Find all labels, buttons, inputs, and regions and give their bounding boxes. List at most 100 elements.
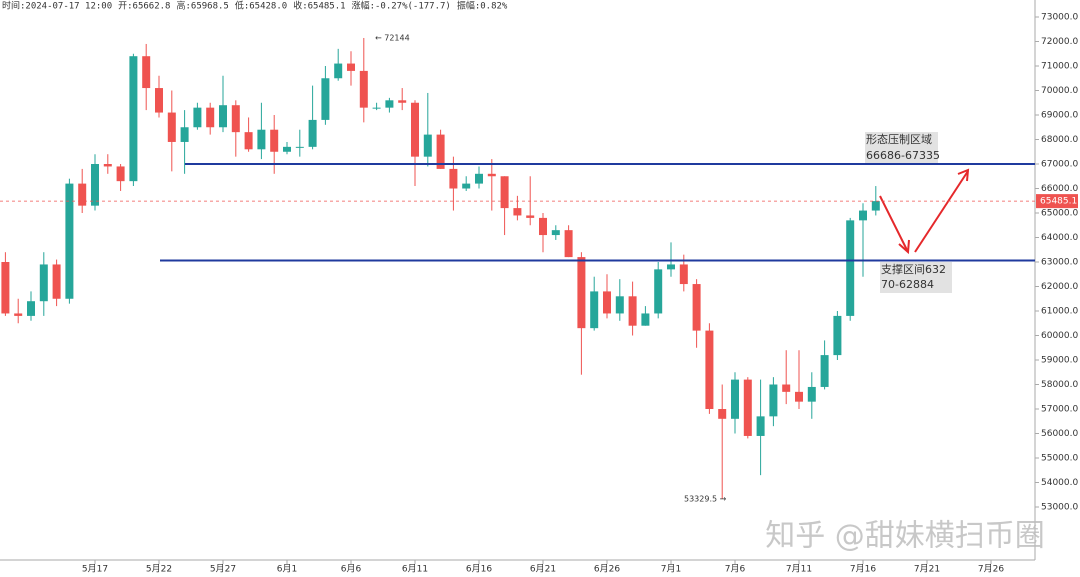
candle-body: [78, 183, 87, 206]
x-tick-label: 7月6: [725, 564, 746, 575]
y-tick-label: 70000.0: [1041, 86, 1078, 96]
candle-body: [270, 129, 279, 152]
y-tick-label: 67000.0: [1041, 160, 1078, 170]
candle-body: [743, 379, 752, 436]
candle-body: [718, 409, 727, 419]
candle-body: [14, 313, 23, 316]
candle-body: [257, 129, 266, 150]
candle-body: [756, 416, 765, 436]
min-label: 53329.5 →: [684, 495, 727, 504]
info-item: 时间:2024-07-17 12:00: [2, 0, 112, 12]
x-tick-label: 6月1: [277, 564, 297, 575]
candle-body: [385, 100, 394, 108]
candle-body: [820, 355, 829, 387]
annotation: 70-62884: [881, 278, 934, 291]
candle-body: [398, 100, 407, 103]
candle-body: [372, 107, 381, 109]
candle-body: [39, 264, 48, 302]
candle-body: [500, 176, 509, 209]
candle-body: [769, 384, 778, 417]
candle-body: [321, 78, 330, 120]
candle-body: [27, 301, 35, 316]
candle-body: [334, 63, 343, 79]
annotation: 形态压制区域: [866, 133, 932, 146]
candle-body: [308, 119, 317, 147]
y-tick-label: 57000.0: [1041, 405, 1078, 415]
y-tick-label: 65000.0: [1041, 209, 1078, 219]
candle-body: [231, 105, 240, 133]
last-price-box: [1036, 194, 1078, 209]
candle-body: [219, 105, 227, 128]
y-tick-label: 59000.0: [1041, 356, 1078, 366]
last-price-label: 65485.1: [1040, 197, 1077, 207]
candle-body: [103, 164, 112, 167]
candle-body: [551, 230, 560, 236]
x-tick-label: 7月26: [978, 564, 1004, 575]
y-tick-label: 60000.0: [1041, 331, 1078, 341]
candle-body: [833, 315, 842, 356]
candle-body: [1, 262, 10, 314]
candle-body: [615, 296, 624, 314]
x-tick-label: 7月11: [786, 564, 812, 575]
y-tick-label: 72000.0: [1041, 37, 1078, 47]
candle-body: [142, 56, 151, 89]
candle-body: [180, 127, 189, 142]
plot: [1, 37, 880, 499]
info-item: 低:65428.0: [235, 0, 287, 12]
candle-body: [628, 296, 637, 326]
x-tick-label: 7月21: [914, 564, 940, 575]
arrowhead: [957, 168, 970, 182]
info-item: 开:65662.8: [118, 1, 170, 12]
candle-body: [859, 210, 867, 221]
info-item: 涨幅:-0.27%(-177.7): [352, 0, 451, 12]
y-tick-label: 73000.0: [1041, 13, 1078, 23]
x-tick-label: 6月26: [594, 564, 620, 575]
candle-body: [129, 56, 138, 182]
y-tick-label: 54000.0: [1041, 478, 1078, 488]
y-tick-label: 69000.0: [1041, 111, 1078, 121]
x-tick-label: 5月17: [82, 564, 108, 575]
candle-body: [449, 168, 458, 189]
x-tick-label: 6月16: [466, 564, 492, 575]
y-tick-label: 63000.0: [1041, 258, 1078, 268]
candle-body: [679, 264, 688, 285]
candle-body: [782, 384, 791, 392]
candle-body: [462, 183, 471, 189]
arrowhead: [898, 239, 910, 255]
candle-body: [513, 208, 522, 216]
candle-body: [564, 230, 573, 258]
x-tick-label: 7月1: [661, 564, 681, 575]
candle-body: [423, 134, 432, 157]
max-label: ← 72144: [375, 34, 410, 43]
candle-body: [411, 102, 419, 157]
arrow: [914, 170, 969, 253]
candle-body: [295, 146, 304, 148]
candle-body: [283, 146, 291, 152]
x-tick-label: 6月6: [341, 564, 362, 575]
candle-body: [846, 220, 855, 316]
candle-body: [539, 217, 547, 236]
candle-body: [167, 112, 176, 142]
x-tick-label: 6月21: [530, 564, 556, 575]
arrow: [879, 195, 908, 251]
candle-body: [526, 215, 535, 218]
candle-body: [359, 70, 368, 108]
candle-body: [641, 313, 650, 326]
candle-body: [91, 164, 99, 206]
candle-body: [436, 134, 445, 169]
candle-body: [590, 291, 599, 329]
x-tick-label: 5月27: [210, 564, 236, 575]
y-tick-label: 68000.0: [1041, 135, 1078, 145]
annotation-box: [865, 132, 938, 163]
candle-body: [475, 173, 483, 184]
x-tick-label: 7月16: [850, 564, 876, 575]
y-tick-label: 61000.0: [1041, 307, 1078, 317]
candle-body: [206, 107, 215, 128]
info-bar: 时间:2024-07-17 12:00 开:65662.8 高:65968.5 低:6…: [2, 0, 508, 12]
candle-body: [65, 183, 74, 299]
candle-body: [731, 379, 739, 419]
annotation: 66686-67335: [866, 149, 940, 162]
info-item: 收:65485.1: [293, 0, 345, 12]
info-item: 高:65968.5: [176, 0, 228, 12]
